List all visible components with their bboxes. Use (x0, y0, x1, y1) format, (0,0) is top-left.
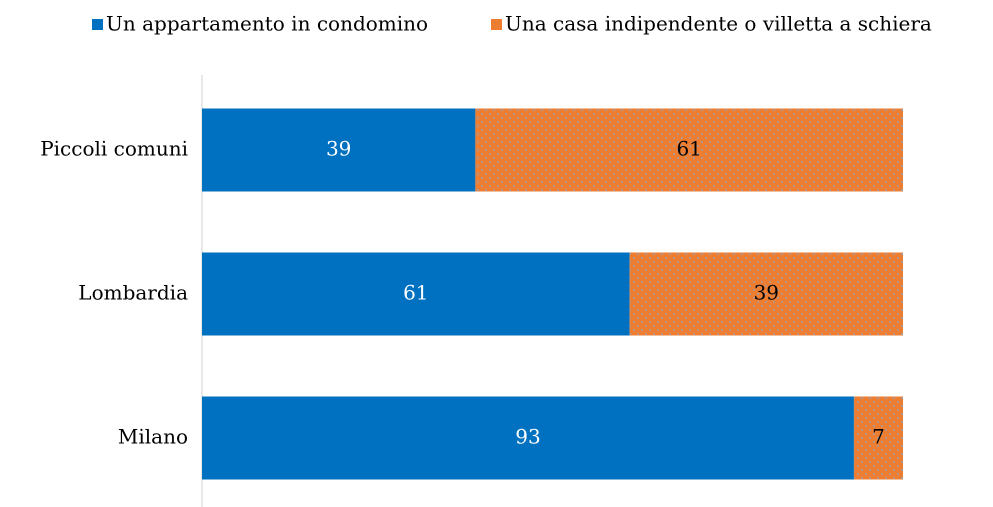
data-label: 7 (872, 425, 885, 449)
y-tick-label: Lombardia (78, 281, 188, 305)
data-label: 61 (403, 281, 428, 305)
bar-segment (853, 396, 903, 480)
bar-segment (202, 108, 476, 192)
bar-segment (629, 252, 903, 336)
bar-segment (475, 108, 903, 192)
legend-swatch (92, 19, 103, 30)
bar-segment (202, 252, 630, 336)
data-label: 61 (676, 137, 701, 161)
legend-label: Una casa indipendente o villetta a schie… (505, 12, 932, 36)
data-label: 39 (754, 281, 779, 305)
y-tick-label: Piccoli comuni (40, 137, 188, 161)
bar-segment (202, 396, 854, 480)
legend-swatch (491, 19, 502, 30)
data-label: 39 (326, 137, 351, 161)
y-tick-label: Milano (118, 425, 188, 449)
legend-label: Un appartamento in condomino (106, 12, 428, 36)
data-label: 93 (515, 425, 540, 449)
